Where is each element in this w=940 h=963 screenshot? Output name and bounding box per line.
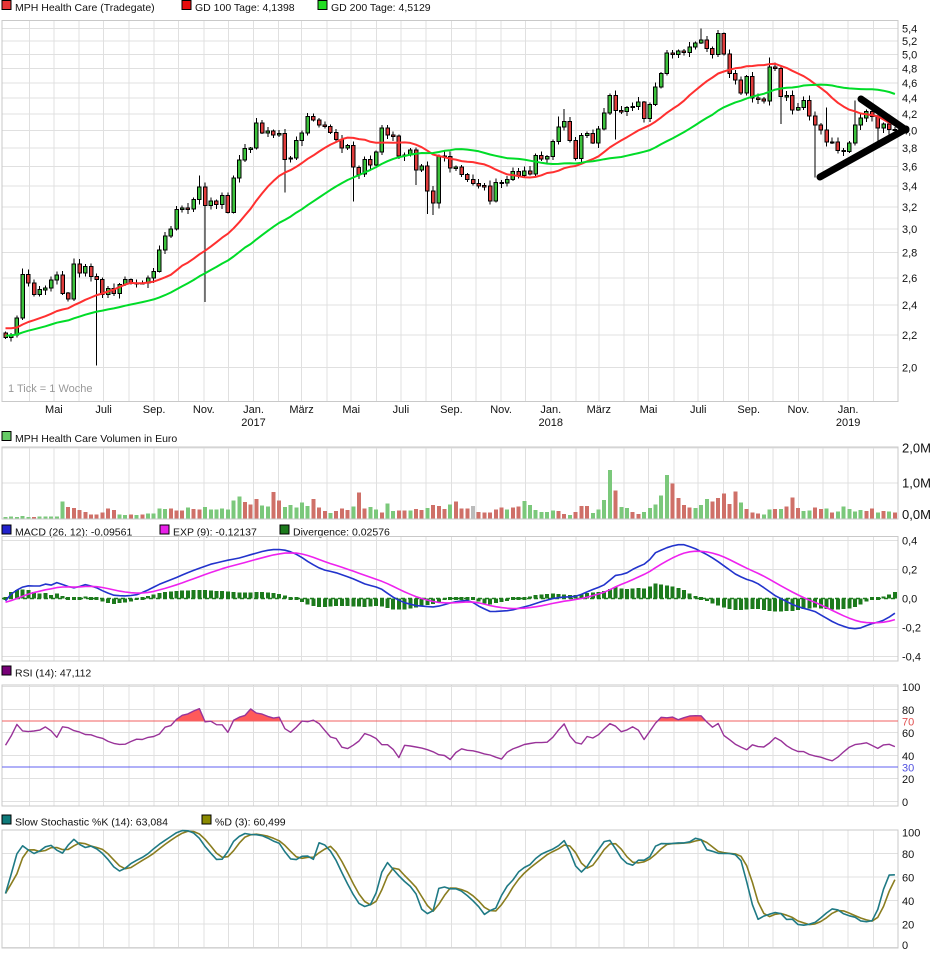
svg-text:1,0M: 1,0M — [902, 476, 931, 491]
svg-text:3,2: 3,2 — [902, 202, 917, 214]
svg-text:Sep.: Sep. — [440, 404, 463, 416]
svg-text:Sep.: Sep. — [143, 404, 166, 416]
svg-text:0,0: 0,0 — [902, 594, 917, 606]
svg-text:RSI (14): 47,112: RSI (14): 47,112 — [15, 668, 91, 680]
svg-text:3,6: 3,6 — [902, 162, 917, 174]
svg-text:2,8: 2,8 — [902, 248, 917, 260]
svg-text:4,4: 4,4 — [902, 93, 917, 105]
svg-text:70: 70 — [902, 717, 914, 729]
svg-text:Juli: Juli — [95, 404, 112, 416]
svg-text:30: 30 — [902, 763, 914, 775]
svg-text:80: 80 — [902, 849, 914, 861]
svg-text:0: 0 — [902, 797, 908, 809]
svg-text:100: 100 — [902, 828, 920, 840]
svg-text:Nov.: Nov. — [787, 404, 809, 416]
svg-text:2018: 2018 — [539, 417, 563, 429]
svg-text:0: 0 — [902, 940, 908, 952]
svg-text:2019: 2019 — [836, 417, 860, 429]
svg-text:Juli: Juli — [690, 404, 707, 416]
svg-text:40: 40 — [902, 896, 914, 908]
svg-text:2,2: 2,2 — [902, 330, 917, 342]
svg-text:20: 20 — [902, 774, 914, 786]
svg-text:%D (3): 60,499: %D (3): 60,499 — [215, 817, 286, 829]
svg-text:4,6: 4,6 — [902, 78, 917, 90]
svg-text:2,0: 2,0 — [902, 362, 917, 374]
svg-text:2,4: 2,4 — [902, 300, 917, 312]
svg-text:2017: 2017 — [241, 417, 265, 429]
svg-text:5,4: 5,4 — [902, 23, 917, 35]
svg-text:MPH Health Care (Tradegate): MPH Health Care (Tradegate) — [15, 2, 155, 14]
svg-text:Mai: Mai — [45, 404, 63, 416]
svg-text:Sep.: Sep. — [737, 404, 760, 416]
svg-text:40: 40 — [902, 751, 914, 763]
svg-text:80: 80 — [902, 705, 914, 717]
svg-text:Divergence: 0,02576: Divergence: 0,02576 — [293, 527, 390, 539]
svg-text:März: März — [289, 404, 313, 416]
svg-text:5,0: 5,0 — [902, 50, 917, 62]
svg-text:4,2: 4,2 — [902, 109, 917, 121]
svg-text:Slow Stochastic %K (14): 63,08: Slow Stochastic %K (14): 63,084 — [15, 817, 168, 829]
svg-text:MPH Health Care Volumen in Eur: MPH Health Care Volumen in Euro — [15, 433, 177, 445]
svg-text:100: 100 — [902, 682, 920, 694]
svg-text:1 Tick = 1 Woche: 1 Tick = 1 Woche — [8, 383, 92, 395]
svg-text:Jan.: Jan. — [243, 404, 264, 416]
svg-text:0,4: 0,4 — [902, 536, 917, 548]
svg-text:GD 200 Tage: 4,5129: GD 200 Tage: 4,5129 — [331, 2, 431, 14]
svg-text:Nov.: Nov. — [490, 404, 512, 416]
svg-text:Juli: Juli — [393, 404, 410, 416]
svg-text:Jan.: Jan. — [838, 404, 859, 416]
svg-text:5,2: 5,2 — [902, 36, 917, 48]
svg-text:2,0M: 2,0M — [902, 440, 931, 455]
svg-text:3,4: 3,4 — [902, 181, 917, 193]
svg-text:4,8: 4,8 — [902, 64, 917, 76]
svg-text:0,2: 0,2 — [902, 565, 917, 577]
svg-text:März: März — [587, 404, 611, 416]
svg-text:60: 60 — [902, 873, 914, 885]
svg-text:Nov.: Nov. — [193, 404, 215, 416]
svg-text:-0,2: -0,2 — [902, 623, 921, 635]
svg-text:20: 20 — [902, 920, 914, 932]
svg-text:60: 60 — [902, 728, 914, 740]
svg-text:2,6: 2,6 — [902, 273, 917, 285]
svg-text:Mai: Mai — [640, 404, 658, 416]
svg-text:Mai: Mai — [342, 404, 360, 416]
svg-text:3,8: 3,8 — [902, 143, 917, 155]
svg-text:GD 100 Tage: 4,1398: GD 100 Tage: 4,1398 — [195, 2, 295, 14]
svg-text:Jan.: Jan. — [540, 404, 561, 416]
svg-text:0,0M: 0,0M — [902, 507, 931, 522]
svg-text:MACD (26, 12): -0,09561: MACD (26, 12): -0,09561 — [15, 527, 132, 539]
svg-text:-0,4: -0,4 — [902, 652, 921, 664]
svg-text:3,0: 3,0 — [902, 224, 917, 236]
svg-text:EXP (9): -0,12137: EXP (9): -0,12137 — [173, 527, 257, 539]
